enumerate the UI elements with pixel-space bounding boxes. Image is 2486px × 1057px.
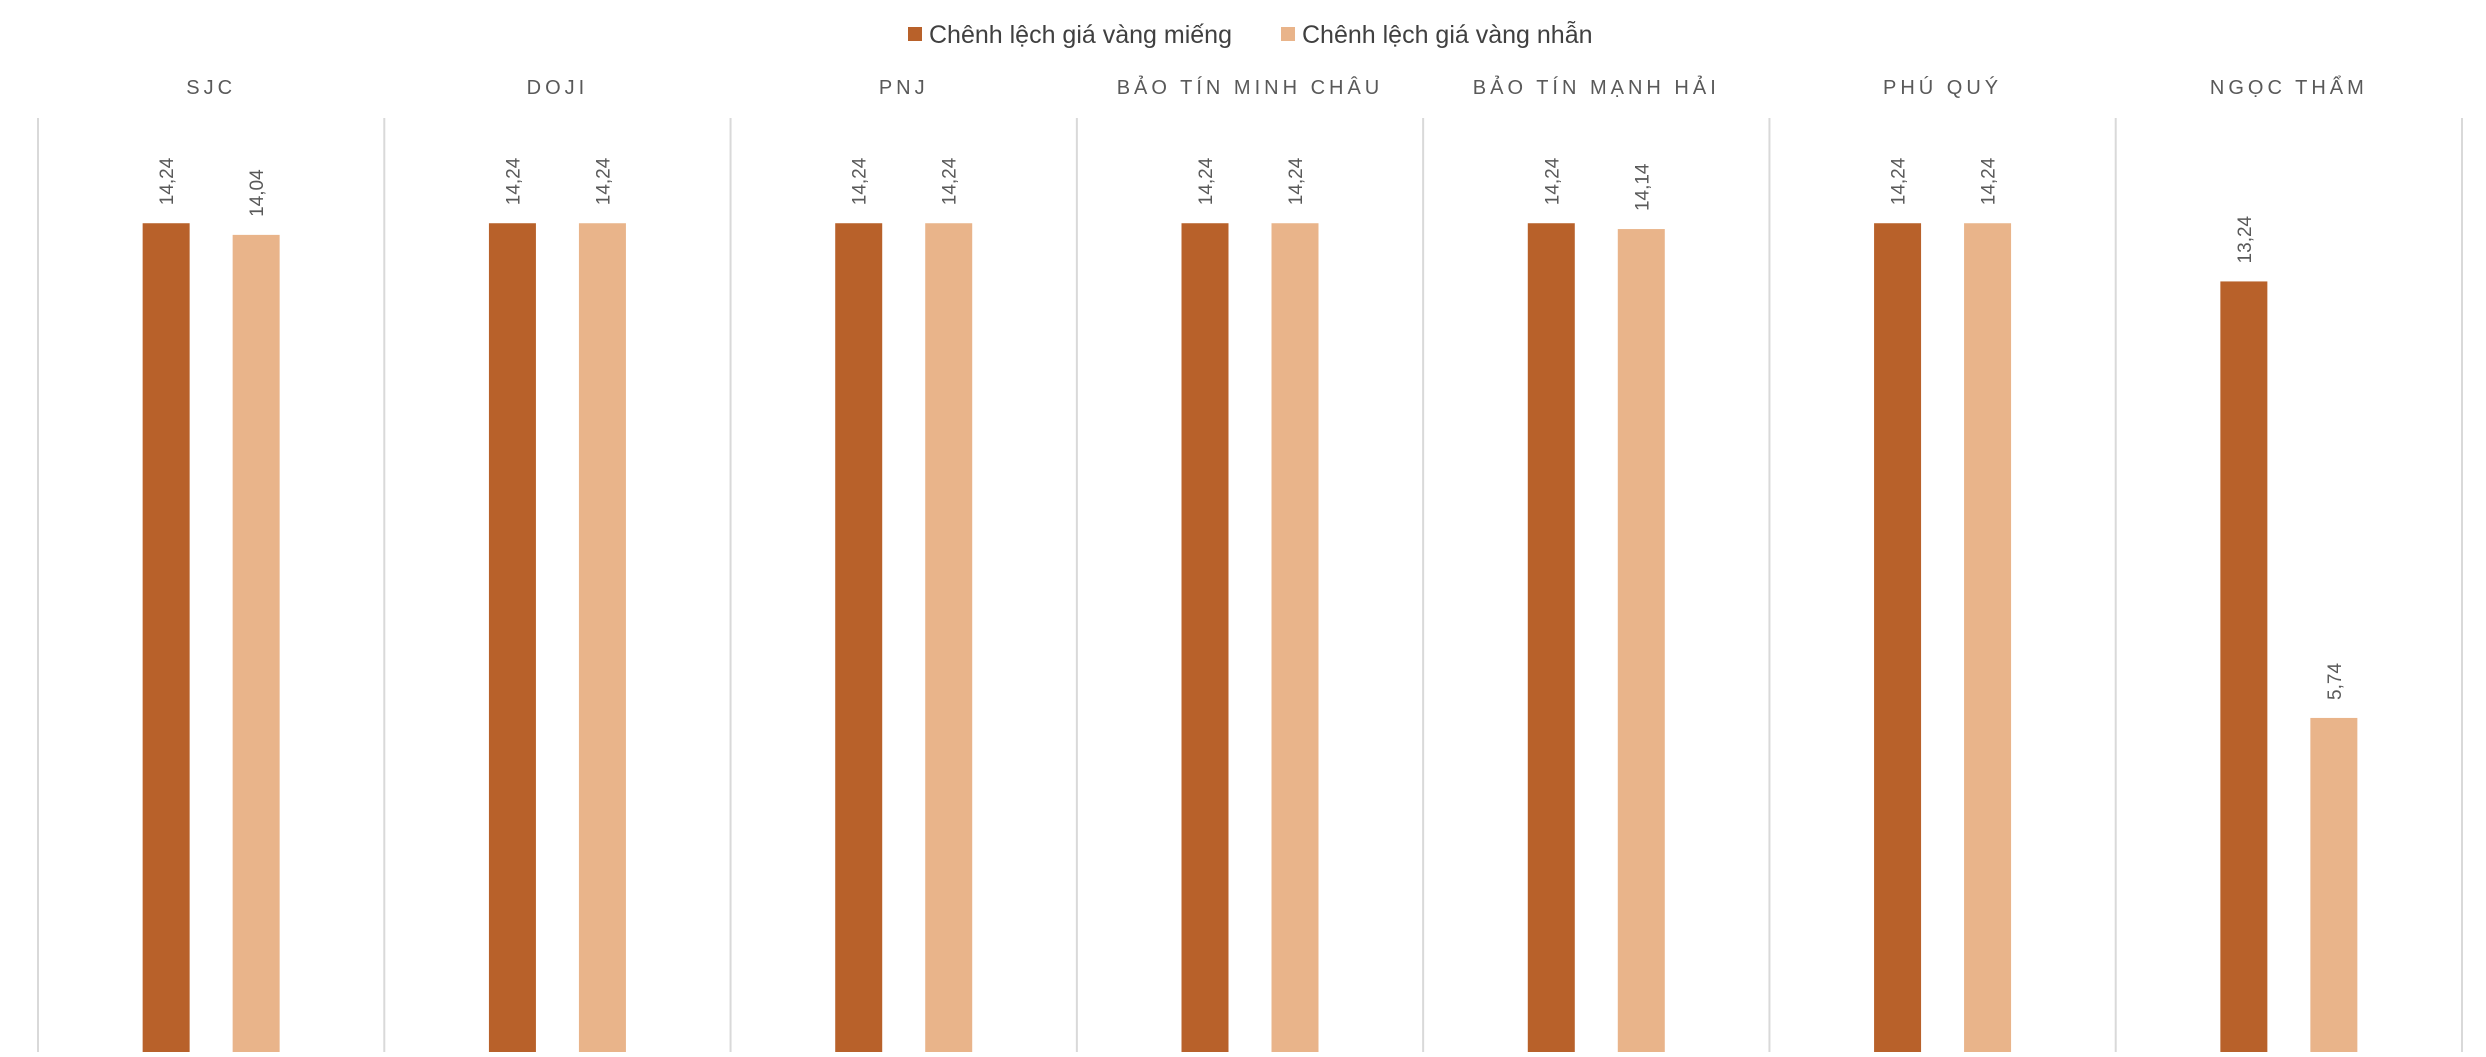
category-label: PNJ (879, 77, 929, 99)
legend-label: Chênh lệch giá vàng nhẫn (1302, 20, 1593, 49)
data-label: 14,24 (503, 157, 524, 205)
legend: Chênh lệch giá vàng miếng Chênh lệch giá … (908, 20, 1593, 49)
data-label: 14,24 (940, 157, 961, 205)
category-label: DOJI (527, 77, 589, 99)
data-labels: 14,24 14,04 14,24 14,24 14,24 14,24 14,24 14,24… (157, 157, 2346, 700)
data-label: 13,24 (2235, 215, 2256, 263)
bar (2310, 717, 2358, 1052)
data-label: 14,24 (1286, 157, 1307, 205)
bar (1271, 223, 1319, 1052)
legend-swatch (908, 27, 922, 41)
legend-swatch (1281, 27, 1295, 41)
bars (142, 223, 2358, 1052)
bar (232, 234, 280, 1052)
legend-item: Chênh lệch giá vàng miếng (908, 21, 1232, 49)
category-label: SJC (186, 77, 236, 99)
data-label: 5,74 (2325, 663, 2346, 700)
category-label: BẢO TÍN MINH CHÂU (1117, 76, 1384, 99)
data-label: 14,24 (1542, 157, 1563, 205)
bar (1964, 223, 2012, 1052)
data-label: 14,24 (1889, 157, 1910, 205)
legend-item: Chênh lệch giá vàng nhẫn (1281, 20, 1593, 49)
bar (1181, 223, 1229, 1052)
bar (488, 223, 536, 1052)
category-label: NGỌC THẨM (2210, 76, 2368, 99)
bar (578, 223, 626, 1052)
data-label: 14,24 (1979, 157, 2000, 205)
legend-label: Chênh lệch giá vàng miếng (929, 21, 1232, 49)
category-dividers (37, 118, 2463, 1052)
data-label: 14,24 (850, 157, 871, 205)
bar (835, 223, 883, 1052)
bar (142, 223, 190, 1052)
bar (1617, 229, 1665, 1052)
data-label: 14,04 (247, 169, 268, 217)
bar (925, 223, 973, 1052)
data-label: 14,24 (1196, 157, 1217, 205)
category-labels: SJC DOJI PNJ BẢO TÍN MINH CHÂU BẢO TÍN MẠNH … (186, 76, 2368, 99)
category-label: PHÚ QUÝ (1883, 76, 2002, 99)
data-label: 14,14 (1632, 163, 1653, 211)
bar (1874, 223, 1922, 1052)
data-label: 14,24 (157, 157, 178, 205)
category-label: BẢO TÍN MẠNH HẢI (1473, 76, 1720, 99)
bar (1527, 223, 1575, 1052)
bar (2220, 281, 2268, 1052)
data-label: 14,24 (593, 157, 614, 205)
